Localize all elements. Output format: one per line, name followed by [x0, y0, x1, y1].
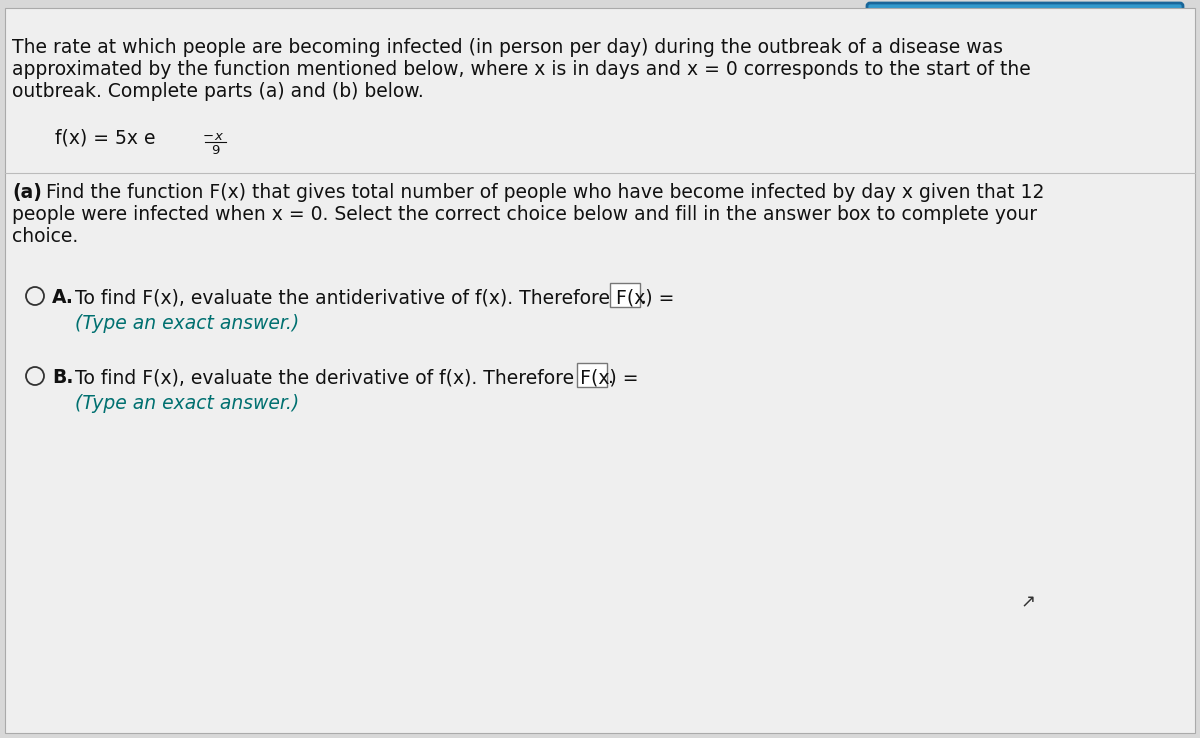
Circle shape [26, 287, 44, 305]
FancyBboxPatch shape [577, 363, 607, 387]
Text: −: − [203, 130, 214, 143]
Text: .: . [608, 368, 614, 387]
Circle shape [26, 367, 44, 385]
FancyBboxPatch shape [5, 8, 1195, 733]
FancyBboxPatch shape [610, 283, 640, 307]
Text: ↗: ↗ [1020, 593, 1036, 611]
Text: outbreak. Complete parts (a) and (b) below.: outbreak. Complete parts (a) and (b) bel… [12, 82, 424, 101]
Text: (Type an exact answer.): (Type an exact answer.) [74, 394, 299, 413]
Text: .: . [641, 288, 647, 307]
Text: (Type an exact answer.): (Type an exact answer.) [74, 314, 299, 333]
Text: To find F(x), evaluate the derivative of f(x). Therefore F(x) =: To find F(x), evaluate the derivative of… [74, 368, 638, 387]
Text: Find the function F(x) that gives total number of people who have become infecte: Find the function F(x) that gives total … [40, 183, 1044, 202]
Text: The rate at which people are becoming infected (in person per day) during the ou: The rate at which people are becoming in… [12, 38, 1003, 57]
Text: f(x) = 5x e: f(x) = 5x e [55, 128, 156, 147]
Text: A.: A. [52, 288, 74, 307]
Text: people were infected when x = 0. Select the correct choice below and fill in the: people were infected when x = 0. Select … [12, 205, 1037, 224]
Text: 9: 9 [211, 144, 220, 157]
Text: To find F(x), evaluate the antiderivative of f(x). Therefore F(x) =: To find F(x), evaluate the antiderivativ… [74, 288, 674, 307]
Text: approximated by the function mentioned below, where x is in days and x = 0 corre: approximated by the function mentioned b… [12, 60, 1031, 79]
Text: B.: B. [52, 368, 73, 387]
Text: (a): (a) [12, 183, 42, 202]
Text: choice.: choice. [12, 227, 78, 246]
FancyBboxPatch shape [866, 3, 1183, 41]
Text: x: x [214, 130, 222, 143]
